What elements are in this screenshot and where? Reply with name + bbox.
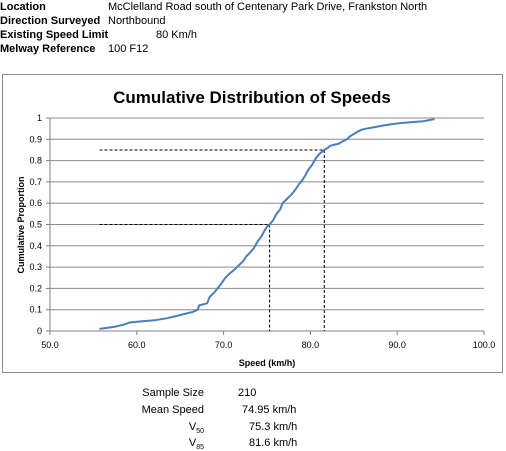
location-value: McClelland Road south of Centenary Park … [108,1,428,13]
stats-v50: V50 75.3 km/h [74,421,334,435]
chart-frame [2,74,503,373]
y-tick-label: 0.2 [29,283,42,293]
x-tick-label: 100.0 [473,340,496,350]
v85-label: V85 [74,437,204,451]
x-tick-label: 60.0 [128,340,146,350]
y-axis-label: Cumulative Proportion [16,176,26,273]
chart-title: Cumulative Distribution of Speeds [113,88,391,107]
x-axis-label: Speed (km/h) [239,358,296,368]
y-tick-label: 0.7 [29,177,42,187]
x-tick-labels: 50.0 60.0 70.0 80.0 90.0 100.0 [41,340,495,350]
y-tick-label: 0 [37,326,42,336]
location-label: Location [0,1,46,13]
mean-speed-label: Mean Speed [141,404,204,416]
y-tick-label: 0.9 [29,134,42,144]
v50-label-main: V [188,421,197,433]
v50-value: 75.3 km/h [249,421,298,433]
direction-value: Northbound [108,15,166,27]
melway-label: Melway Reference [0,43,96,55]
reference-lines [99,149,325,331]
v50-label-sub: 50 [196,428,204,436]
v85-label-main: V [188,437,197,449]
info-row-speed-limit: Existing Speed Limit 80 Km/h [0,28,506,42]
y-tick-labels: 0 0.1 0.2 0.3 0.4 0.5 0.6 0.7 0.8 0.9 1 [29,113,42,336]
stats-v85: V85 81.6 km/h [74,437,334,451]
y-tick-label: 0.5 [29,220,42,230]
cumulative-speed-line [99,118,435,330]
v85-label-sub: 85 [196,444,204,451]
v50-label: V50 [74,421,204,435]
x-tick-label: 50.0 [41,340,59,350]
x-tick-label: 90.0 [388,340,406,350]
y-tick-label: 0.4 [29,241,42,251]
v85-value: 81.6 km/h [249,437,298,449]
info-row-location: Location McClelland Road south of Centen… [0,0,506,14]
y-tick-label: 0.8 [29,156,42,166]
sample-size-label: Sample Size [142,387,204,399]
speed-limit-value: 80 Km/h [156,29,197,41]
y-tick-label: 0.6 [29,198,42,208]
stats-sample-size: Sample Size 210 [74,387,334,401]
x-tick-label: 80.0 [302,340,320,350]
y-tick-label: 1 [37,113,42,123]
stats-mean-speed: Mean Speed 74.95 km/h [74,404,334,418]
cumulative-speed-chart: Cumulative Distribution of Speeds 0 0.1 0.… [2,74,503,373]
speed-limit-label: Existing Speed Limit [0,29,109,41]
plot-area [99,118,435,330]
info-row-direction: Direction Surveyed Northbound [0,14,506,28]
direction-label: Direction Surveyed [0,15,101,27]
mean-speed-value: 74.95 km/h [242,404,297,416]
x-tick-label: 70.0 [215,340,233,350]
y-tick-label: 0.3 [29,262,42,272]
info-row-melway: Melway Reference 100 F12 [0,42,506,56]
melway-value: 100 F12 [108,43,149,55]
y-tick-label: 0.1 [29,305,42,315]
sample-size-value: 210 [238,387,257,399]
